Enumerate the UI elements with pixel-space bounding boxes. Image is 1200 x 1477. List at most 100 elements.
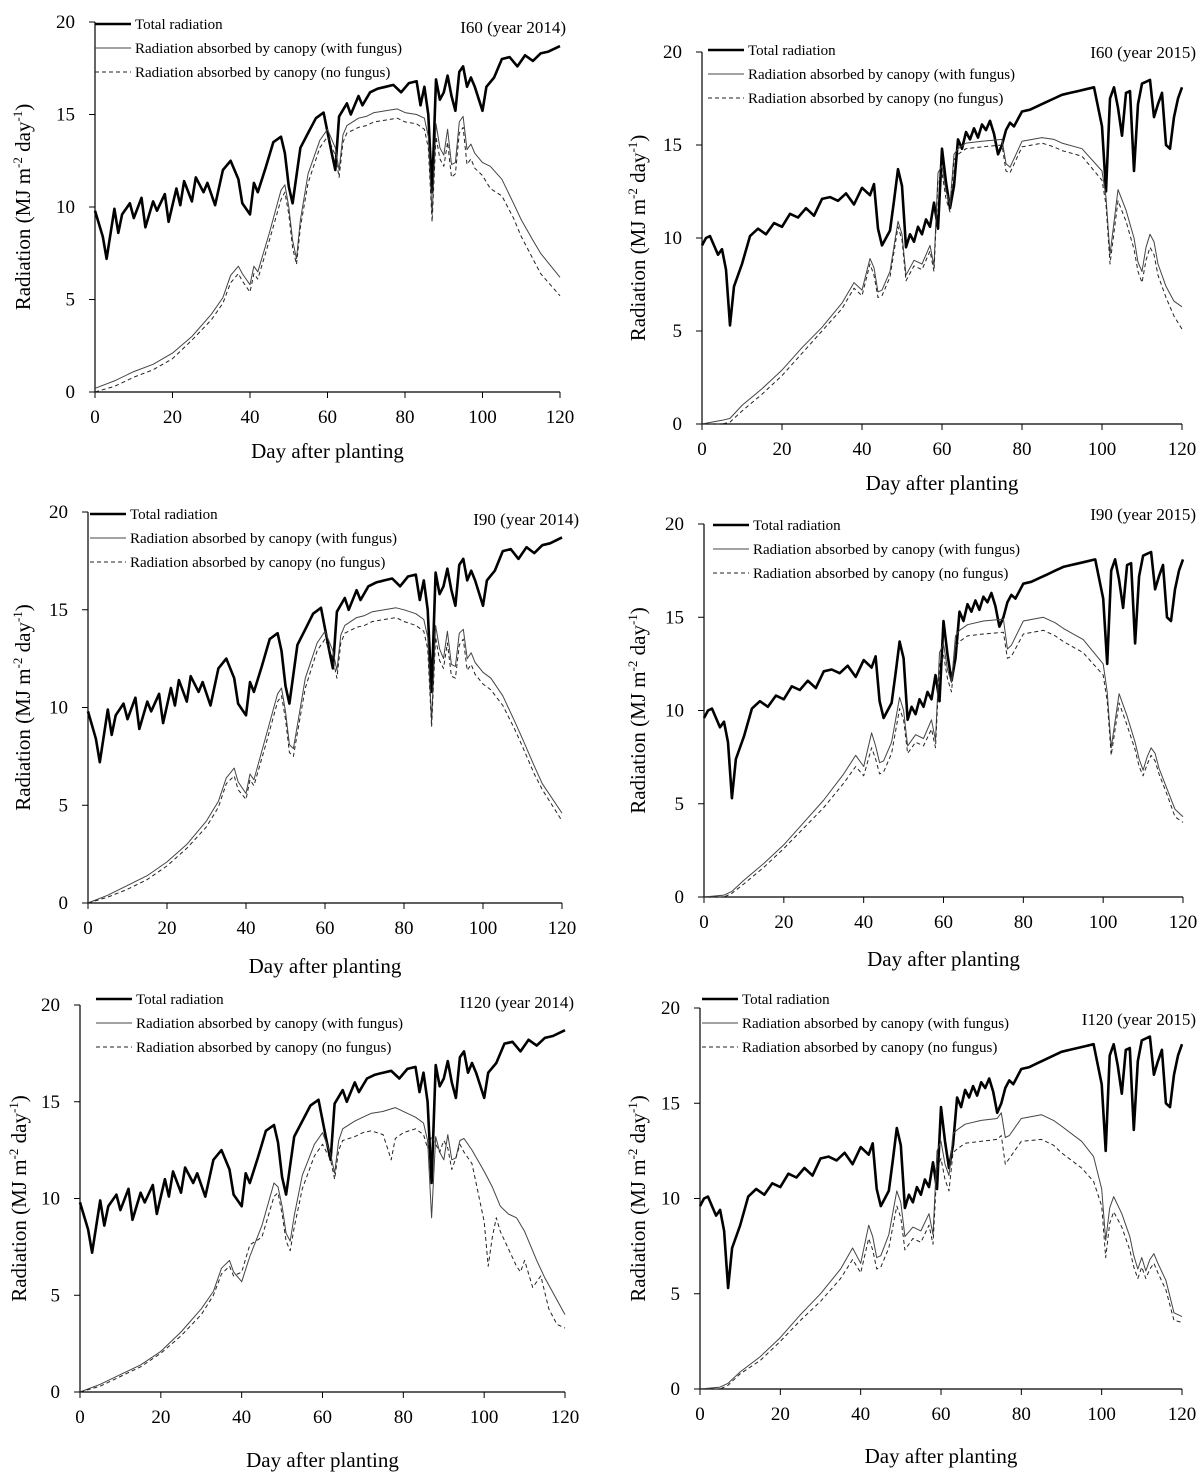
y-tick-label: 0 [51,1382,61,1403]
legend-label-3: Radiation absorbed by canopy (no fungus) [136,1040,391,1056]
y-tick-label: 15 [41,1092,60,1113]
y-axis-label: Radiation (MJ m-2 day-1) [625,135,650,342]
x-tick-label: 0 [75,1407,85,1428]
x-tick-label: 100 [1088,439,1117,460]
legend-label-3: Radiation absorbed by canopy (no fungus) [135,65,390,81]
y-tick-label: 5 [675,794,685,815]
series-line-2 [699,1112,1183,1390]
y-tick-label: 20 [49,502,68,523]
y-axis-label-part: Radiation (MJ m [11,168,35,310]
x-tick-label: 100 [468,407,497,428]
x-tick-label: 120 [546,407,575,428]
x-tick-label: 120 [1168,439,1197,460]
x-axis-label: Day after planting [249,954,402,978]
y-axis-label-part: ) [11,104,35,111]
y-tick-label: 5 [671,1284,681,1305]
x-tick-label: 120 [1169,912,1198,933]
y-axis-label-superscript: -2 [6,1149,21,1160]
y-axis-label-superscript: -2 [10,658,25,669]
y-axis-label-superscript: -2 [625,1149,640,1160]
x-tick-label: 120 [548,918,577,939]
x-tick-label: 100 [470,1407,499,1428]
y-tick-label: 0 [59,893,69,914]
x-tick-label: 60 [933,439,952,460]
series-line-1 [698,1035,1184,1290]
y-tick-label: 20 [665,514,684,535]
x-tick-label: 20 [771,1404,790,1425]
panel-title: I60 (year 2015) [1090,43,1196,62]
series-line-3 [700,1135,1183,1390]
panel-title: I120 (year 2015) [1082,1010,1196,1029]
x-tick-label: 40 [854,912,873,933]
legend-label-1: Total radiation [130,507,218,523]
y-axis-label-part: Radiation (MJ m [11,668,35,810]
legend-label-1: Total radiation [742,992,830,1008]
x-tick-label: 20 [163,407,182,428]
y-axis-label-part: ) [11,604,35,611]
x-tick-label: 0 [699,912,709,933]
y-tick-label: 20 [661,998,680,1019]
x-axis-label: Day after planting [865,1444,1018,1468]
y-axis-label: Radiation (MJ m-2 day-1) [625,607,650,814]
series-line-2 [701,137,1183,425]
legend-label-2: Radiation absorbed by canopy (with fungu… [748,67,1015,83]
legend-label-2: Radiation absorbed by canopy (with fungu… [136,1016,403,1032]
y-axis-label-part: day [626,625,650,661]
series-line-2 [703,616,1184,898]
x-tick-label: 0 [83,918,93,939]
series-line-3 [87,617,563,904]
y-axis-label-part: day [626,152,650,188]
x-tick-label: 60 [934,912,953,933]
y-axis-label-part: ) [626,135,650,142]
x-axis-label: Day after planting [867,947,1020,971]
x-axis-label: Day after planting [866,471,1019,495]
x-tick-label: 40 [241,407,260,428]
x-tick-label: 80 [394,1407,413,1428]
y-tick-label: 0 [671,1379,681,1400]
y-tick-label: 20 [56,12,75,33]
y-tick-label: 15 [49,600,68,621]
panel-title: I90 (year 2015) [1090,505,1196,524]
legend-label-1: Total radiation [748,43,836,59]
y-axis-label-part: ) [7,1095,31,1102]
x-tick-label: 80 [395,918,414,939]
y-axis-label-superscript: -2 [10,157,25,168]
y-axis-label: Radiation (MJ m-2 day-1) [625,1095,650,1302]
y-axis-label-superscript: -1 [625,142,640,153]
x-tick-label: 80 [1014,912,1033,933]
x-tick-label: 80 [1013,439,1032,460]
legend-label-1: Total radiation [753,518,841,534]
chart-panel-2: 0 20 40 60 80 100 120 0 5 10 15 20 Day after plantin… [625,42,1196,495]
x-axis-label: Day after planting [246,1448,399,1472]
x-tick-label: 100 [469,918,498,939]
x-tick-label: 40 [851,1404,870,1425]
y-axis-label-part: day [11,622,35,658]
y-tick-label: 15 [661,1093,680,1114]
legend-label-2: Radiation absorbed by canopy (with fungu… [135,41,402,57]
y-tick-label: 5 [66,290,76,311]
y-axis-label-part: day [7,1113,31,1149]
x-tick-label: 20 [158,918,177,939]
series-line-3 [702,142,1183,425]
y-axis-label-part: Radiation (MJ m [7,1159,31,1301]
series-line-1 [78,1029,566,1254]
x-tick-label: 40 [232,1407,251,1428]
x-tick-label: 100 [1087,1404,1116,1425]
y-axis-label-superscript: -1 [10,611,25,622]
x-tick-label: 60 [313,1407,332,1428]
panel-title: I90 (year 2014) [473,510,579,529]
series-line-3 [94,117,561,393]
x-tick-label: 0 [90,407,100,428]
y-axis-label-superscript: -1 [625,614,640,625]
chart-panel-6: 0 20 40 60 80 100 120 0 5 10 15 20 Day after plantin… [625,992,1196,1468]
y-axis-label-superscript: -2 [625,661,640,672]
series-line-2 [79,1107,566,1393]
x-tick-label: 0 [697,439,707,460]
y-axis-label-part: Radiation (MJ m [626,671,650,813]
y-tick-label: 10 [663,228,682,249]
legend-label-3: Radiation absorbed by canopy (no fungus) [748,91,1003,107]
x-tick-label: 20 [151,1407,170,1428]
y-axis-label-part: Radiation (MJ m [626,199,650,341]
